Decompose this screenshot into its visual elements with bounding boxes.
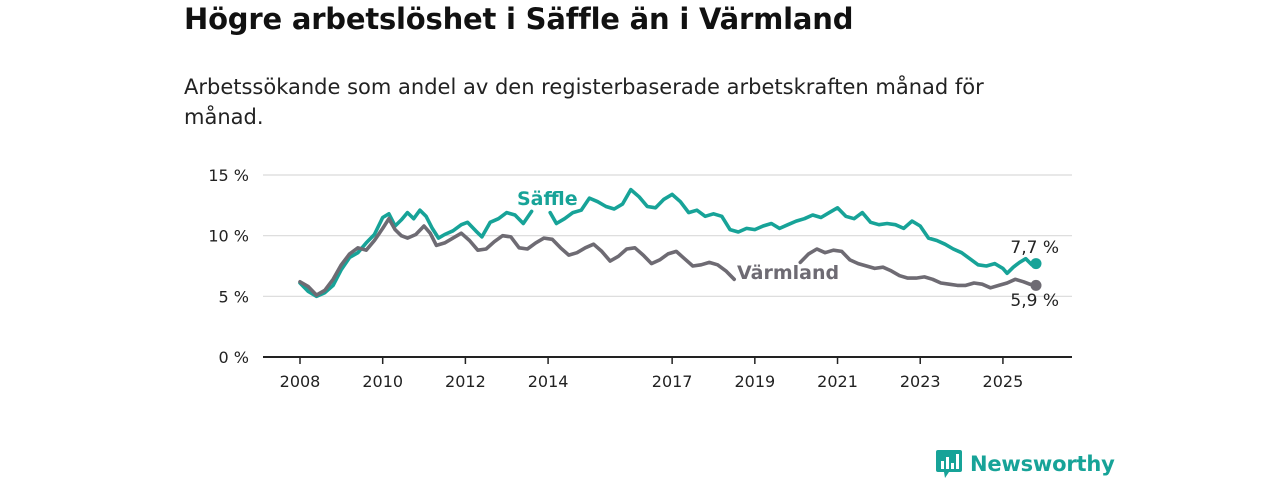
- x-tick-label: 2025: [983, 372, 1024, 391]
- chart-title: Högre arbetslöshet i Säffle än i Värmlan…: [184, 2, 854, 36]
- x-tick-label: 2014: [528, 372, 569, 391]
- end-point-saffle: [1030, 258, 1042, 270]
- newsworthy-logo: Newsworthy: [936, 449, 1115, 479]
- brand-name: Newsworthy: [970, 452, 1115, 476]
- x-axis: 2008 2010 2012 2014 2017 2019 2021 2023 2025: [280, 357, 1024, 391]
- x-tick-label: 2010: [362, 372, 403, 391]
- series-line-saffle: [298, 187, 1038, 299]
- y-tick-label: 5 %: [219, 287, 249, 306]
- x-tick-label: 2019: [734, 372, 775, 391]
- bar-chart-logo-icon: [936, 450, 962, 478]
- series-line-varmland: [298, 216, 1038, 297]
- x-tick-label: 2021: [817, 372, 858, 391]
- series-labels: Säffle Värmland 7,7 % 5,9 %: [517, 188, 1059, 311]
- chart-subtitle: Arbetssökande som andel av den registerb…: [184, 75, 984, 129]
- y-tick-label: 0 %: [219, 348, 249, 367]
- y-tick-label: 15 %: [208, 166, 249, 185]
- x-tick-label: 2017: [652, 372, 693, 391]
- y-axis-tick-labels: 0 % 5 % 10 % 15 %: [208, 166, 249, 367]
- end-label-saffle: 7,7 %: [1010, 238, 1059, 258]
- x-tick-label: 2012: [445, 372, 486, 391]
- end-point-varmland: [1030, 279, 1042, 291]
- series-label-saffle: Säffle: [517, 188, 578, 210]
- series-lines: [298, 187, 1042, 299]
- series-label-varmland: Värmland: [737, 262, 839, 284]
- grid-lines: [263, 174, 1072, 358]
- x-tick-label: 2023: [900, 372, 941, 391]
- y-tick-label: 10 %: [208, 227, 249, 246]
- end-label-varmland: 5,9 %: [1010, 291, 1059, 311]
- x-tick-label: 2008: [280, 372, 321, 391]
